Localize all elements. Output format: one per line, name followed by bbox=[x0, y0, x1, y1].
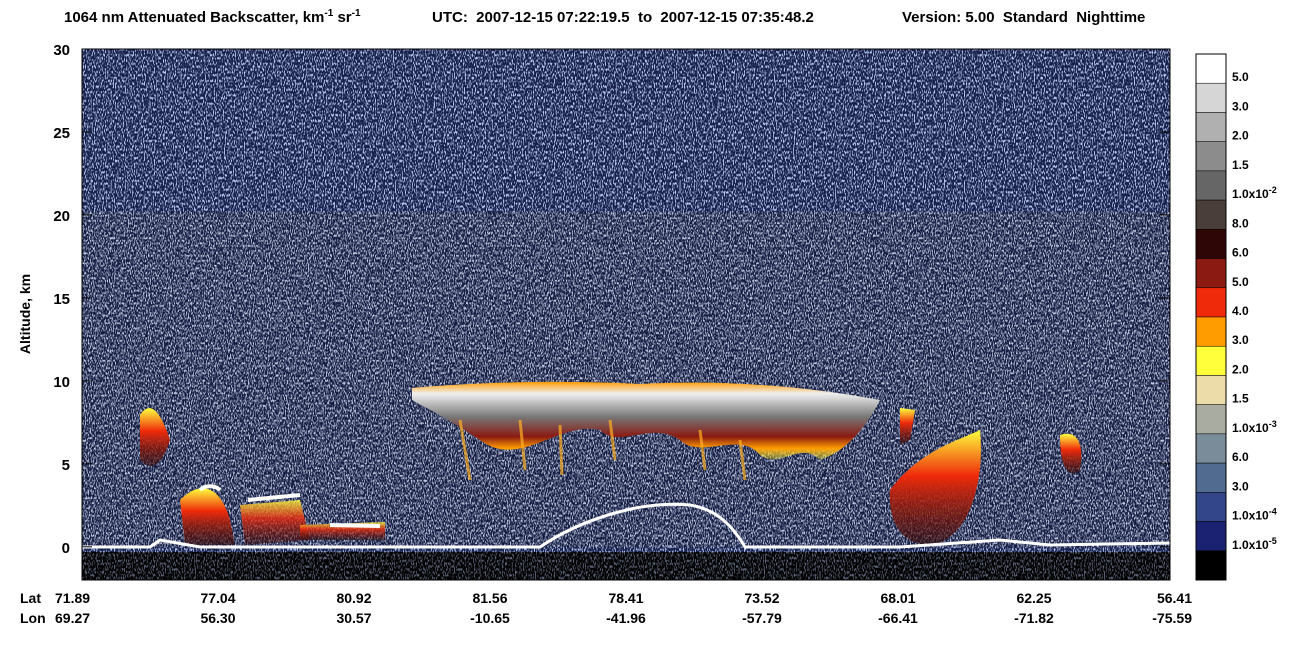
colorbar-label: 3.0 bbox=[1232, 479, 1249, 493]
lon-label: -71.82 bbox=[1014, 610, 1054, 626]
colorbar-swatch bbox=[1195, 316, 1227, 347]
lat-label: 73.52 bbox=[744, 590, 779, 606]
colorbar-label-text: 2.0 bbox=[1232, 129, 1249, 143]
colorbar-label-text: 1.0x10 bbox=[1232, 509, 1269, 523]
colorbar-swatch bbox=[1195, 258, 1227, 289]
colorbar-label-text: 2.0 bbox=[1232, 362, 1249, 376]
colorbar-swatch bbox=[1195, 287, 1227, 318]
colorbar-label-exp: -5 bbox=[1269, 536, 1277, 546]
title-sup: -1 bbox=[324, 8, 333, 19]
colorbar-label: 3.0 bbox=[1232, 99, 1249, 113]
colorbar-label: 8.0 bbox=[1232, 216, 1249, 230]
colorbar-frame bbox=[1195, 53, 1227, 581]
colorbar-swatch bbox=[1195, 345, 1227, 376]
lon-label: -66.41 bbox=[878, 610, 918, 626]
lat-label: 62.25 bbox=[1016, 590, 1051, 606]
colorbar-label: 2.0 bbox=[1232, 129, 1249, 143]
colorbar-swatch bbox=[1195, 53, 1227, 84]
colorbar-swatch bbox=[1195, 199, 1227, 230]
title-sup: -1 bbox=[352, 8, 361, 19]
colorbar-swatch bbox=[1195, 462, 1227, 493]
title-main: 1064 nm Attenuated Backscatter, km bbox=[64, 9, 324, 26]
colorbar-label-text: 5.0 bbox=[1232, 275, 1249, 289]
colorbar-label: 1.5 bbox=[1232, 392, 1249, 406]
colorbar-label-text: 3.0 bbox=[1232, 333, 1249, 347]
colorbar-label-exp: -4 bbox=[1269, 507, 1277, 517]
x-row-label: Lat bbox=[20, 590, 41, 606]
lat-label: 78.41 bbox=[608, 590, 643, 606]
lon-label: 30.57 bbox=[336, 610, 371, 626]
y-tick-label: 30 bbox=[53, 42, 70, 59]
lat-label: 77.04 bbox=[200, 590, 235, 606]
colorbar-label-text: 4.0 bbox=[1232, 304, 1249, 318]
colorbar-swatch bbox=[1195, 375, 1227, 405]
colorbar-swatch bbox=[1195, 82, 1227, 113]
colorbar-label: 1.0x10-4 bbox=[1232, 507, 1277, 523]
lat-label: 68.01 bbox=[880, 590, 915, 606]
colorbar-label: 2.0 bbox=[1232, 362, 1249, 376]
colorbar-swatch bbox=[1195, 433, 1227, 464]
colorbar-label: 5.0 bbox=[1232, 70, 1249, 84]
title-version: Version: 5.00 Standard Nighttime bbox=[902, 9, 1145, 26]
colorbar-label-text: 1.5 bbox=[1232, 392, 1249, 406]
colorbar-label-text: 1.0x10 bbox=[1232, 421, 1269, 435]
colorbar-swatch bbox=[1195, 492, 1227, 522]
x-row-label: Lon bbox=[20, 610, 46, 626]
lon-label: 69.27 bbox=[55, 610, 90, 626]
title-unit: sr bbox=[333, 9, 352, 26]
title-time: UTC: 2007-12-15 07:22:19.5 to 2007-12-15… bbox=[432, 9, 814, 26]
colorbar-swatch bbox=[1195, 170, 1227, 201]
colorbar-label-text: 8.0 bbox=[1232, 216, 1249, 230]
colorbar-label-text: 1.0x10 bbox=[1232, 538, 1269, 552]
colorbar-label: 1.0x10-3 bbox=[1232, 419, 1277, 435]
lat-label: 56.41 bbox=[1157, 590, 1192, 606]
chart-title: 1064 nm Attenuated Backscatter, km-1 sr-… bbox=[64, 8, 361, 26]
lat-label: 81.56 bbox=[472, 590, 507, 606]
colorbar-label-text: 3.0 bbox=[1232, 479, 1249, 493]
colorbar-label: 6.0 bbox=[1232, 450, 1249, 464]
lon-label: -57.79 bbox=[742, 610, 782, 626]
curtain-image bbox=[82, 49, 1170, 580]
lat-label: 71.89 bbox=[55, 590, 90, 606]
colorbar-label-exp: -2 bbox=[1269, 185, 1277, 195]
y-tick-label: 10 bbox=[53, 374, 70, 391]
y-tick-label: 25 bbox=[53, 125, 70, 142]
y-tick-label: 20 bbox=[53, 208, 70, 225]
colorbar-label: 6.0 bbox=[1232, 246, 1249, 260]
y-axis-label: Altitude, km bbox=[17, 274, 33, 354]
colorbar-label: 1.0x10-5 bbox=[1232, 536, 1277, 552]
y-tick-label: 15 bbox=[53, 291, 70, 308]
colorbar-label-exp: -3 bbox=[1269, 419, 1277, 429]
colorbar-label-text: 3.0 bbox=[1232, 99, 1249, 113]
colorbar-label-text: 6.0 bbox=[1232, 450, 1249, 464]
colorbar-swatch bbox=[1195, 404, 1227, 435]
lon-label: -75.59 bbox=[1152, 610, 1192, 626]
y-tick-label: 0 bbox=[62, 540, 70, 557]
colorbar-label: 1.5 bbox=[1232, 158, 1249, 172]
colorbar-label: 1.0x10-2 bbox=[1232, 185, 1277, 201]
colorbar-swatch bbox=[1195, 141, 1227, 172]
colorbar-label: 5.0 bbox=[1232, 275, 1249, 289]
colorbar-label: 3.0 bbox=[1232, 333, 1249, 347]
lat-label: 80.92 bbox=[336, 590, 371, 606]
lon-label: 56.30 bbox=[200, 610, 235, 626]
colorbar-label-text: 1.0x10 bbox=[1232, 187, 1269, 201]
colorbar-swatch bbox=[1195, 550, 1227, 581]
y-tick-label: 5 bbox=[62, 457, 70, 474]
colorbar-swatch bbox=[1195, 521, 1227, 552]
colorbar-swatch bbox=[1195, 112, 1227, 142]
lon-label: -10.65 bbox=[470, 610, 510, 626]
colorbar-swatch bbox=[1195, 229, 1227, 259]
colorbar-label-text: 6.0 bbox=[1232, 246, 1249, 260]
colorbar-label-text: 1.5 bbox=[1232, 158, 1249, 172]
colorbar-label: 4.0 bbox=[1232, 304, 1249, 318]
lon-label: -41.96 bbox=[606, 610, 646, 626]
colorbar-label-text: 5.0 bbox=[1232, 70, 1249, 84]
